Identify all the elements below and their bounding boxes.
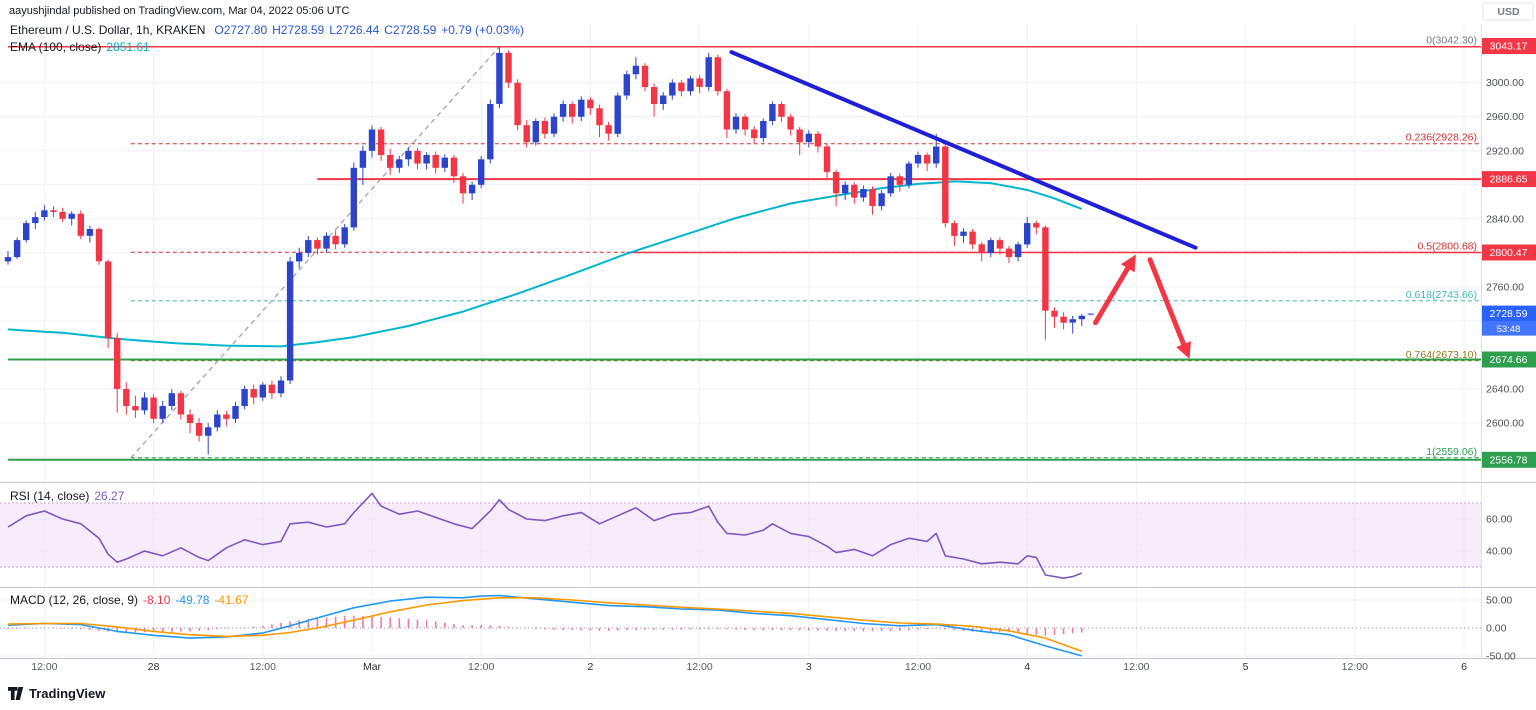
symbol-legend[interactable]: Ethereum / U.S. Dollar, 1h, KRAKEN O2727.… [10,23,529,37]
svg-text:0.618(2743.66): 0.618(2743.66) [1406,289,1477,301]
macd-axis[interactable]: 50.00 0.00 -50.00 [1486,595,1516,663]
svg-text:2760.00: 2760.00 [1486,281,1524,293]
tradingview-logo-text: TradingView [29,686,106,701]
macd-label: MACD (12, 26, close, 9) [10,593,139,607]
symbol-title[interactable]: Ethereum / U.S. Dollar, 1h, KRAKEN [10,23,206,37]
svg-text:2800.47: 2800.47 [1490,247,1528,259]
svg-text:3043.17: 3043.17 [1490,41,1528,53]
svg-text:0.5(2800.68): 0.5(2800.68) [1417,240,1477,252]
fib-labels: 0(3042.30) 0.236(2928.26) 0.5(2800.68) 0.61… [1406,35,1477,458]
tradingview-logo[interactable]: TradingView [8,686,105,701]
svg-text:2886.65: 2886.65 [1490,174,1528,186]
pane-separators[interactable] [0,24,1536,659]
macd-line-value: -49.78 [175,593,210,607]
macd-signal-value: -41.67 [214,593,249,607]
descending-trendline[interactable] [729,50,1198,250]
macd-hist-value: -8.10 [143,593,171,607]
ema-line[interactable] [7,180,1083,348]
ema-legend[interactable]: EMA (100, close) 2851.61 [10,40,155,54]
svg-text:2: 2 [587,661,593,673]
svg-text:2640.00: 2640.00 [1486,384,1524,396]
svg-text:60.00: 60.00 [1486,514,1512,526]
rsi-line[interactable] [7,492,1083,580]
macd-legend[interactable]: MACD (12, 26, close, 9) -8.10 -49.78 -41.67 [10,593,253,607]
projection-arrows[interactable] [1093,254,1191,359]
tradingview-logo-icon [8,686,24,700]
svg-text:28: 28 [148,661,160,673]
svg-text:0.764(2673.10): 0.764(2673.10) [1406,349,1477,361]
svg-text:2920.00: 2920.00 [1486,145,1524,157]
svg-text:2960.00: 2960.00 [1486,111,1524,123]
ohlc-low: L2726.44 [329,23,380,37]
svg-text:3000.00: 3000.00 [1486,77,1524,89]
rsi-axis[interactable]: 60.00 40.00 [1486,514,1512,558]
svg-text:12:00: 12:00 [686,661,712,673]
publish-info: aayushjindal published on TradingView.co… [9,5,350,17]
svg-text:Mar: Mar [363,661,382,673]
rsi-value: 26.27 [94,489,125,503]
svg-text:0.236(2928.26): 0.236(2928.26) [1406,132,1477,144]
ema-label: EMA (100, close) [10,40,102,54]
svg-text:12:00: 12:00 [905,661,931,673]
svg-text:12:00: 12:00 [31,661,57,673]
countdown-badge [1482,321,1536,336]
svg-text:50.00: 50.00 [1486,595,1512,607]
svg-text:12:00: 12:00 [250,661,276,673]
svg-text:12:00: 12:00 [1123,661,1149,673]
ema-value: 2851.61 [106,40,150,54]
svg-text:40.00: 40.00 [1486,546,1512,558]
macd-signal-line[interactable] [7,596,1083,653]
svg-text:5: 5 [1243,661,1249,673]
svg-text:2600.00: 2600.00 [1486,418,1524,430]
svg-text:-50.00: -50.00 [1486,651,1516,663]
svg-text:3: 3 [806,661,812,673]
candles[interactable] [4,47,1095,455]
svg-text:4: 4 [1024,661,1030,673]
svg-text:2556.78: 2556.78 [1490,454,1528,466]
price-axis[interactable]: USD 3000.00 2960.00 2920.00 2840.00 2760.00 26… [1482,2,1536,468]
rsi-legend[interactable]: RSI (14, close) 26.27 [10,489,129,503]
horizontal-levels[interactable] [8,45,1536,461]
svg-text:USD: USD [1497,6,1520,18]
svg-text:12:00: 12:00 [1342,661,1368,673]
svg-text:2674.66: 2674.66 [1490,354,1528,366]
svg-text:53:48: 53:48 [1497,324,1521,335]
svg-text:0.00: 0.00 [1486,623,1507,635]
price-change: +0.79 (+0.03%) [441,23,525,37]
ohlc-close: C2728.59 [384,23,437,37]
ohlc-high: H2728.59 [272,23,325,37]
fib-anchor-line[interactable] [130,46,500,459]
rsi-label: RSI (14, close) [10,489,90,503]
svg-text:0(3042.30): 0(3042.30) [1426,35,1477,47]
svg-text:12:00: 12:00 [468,661,494,673]
svg-text:1(2559.06): 1(2559.06) [1426,446,1477,458]
ohlc-open: O2727.80 [214,23,268,37]
svg-text:6: 6 [1461,661,1467,673]
svg-text:2728.59: 2728.59 [1490,308,1528,320]
time-axis[interactable]: 12:00 28 12:00 Mar 12:00 2 12:00 3 12:00 4 12:00 5 1… [31,661,1467,673]
svg-text:2840.00: 2840.00 [1486,213,1524,225]
last-price-badge [1482,305,1536,322]
